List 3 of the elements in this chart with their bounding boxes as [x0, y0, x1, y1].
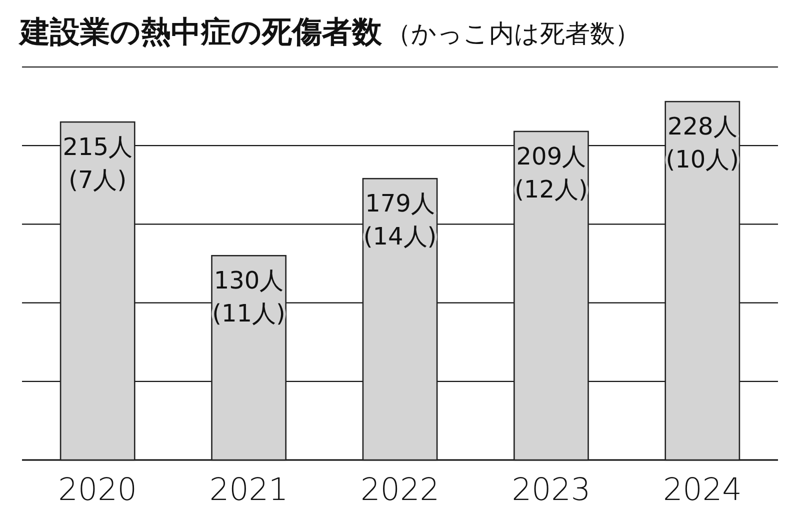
- chart-title: 建設業の熱中症の死傷者数: [18, 15, 383, 50]
- title: 建設業の熱中症の死傷者数（かっこ内は死者数）: [20, 15, 640, 50]
- subtitle: （かっこ内は死者数）: [386, 19, 640, 48]
